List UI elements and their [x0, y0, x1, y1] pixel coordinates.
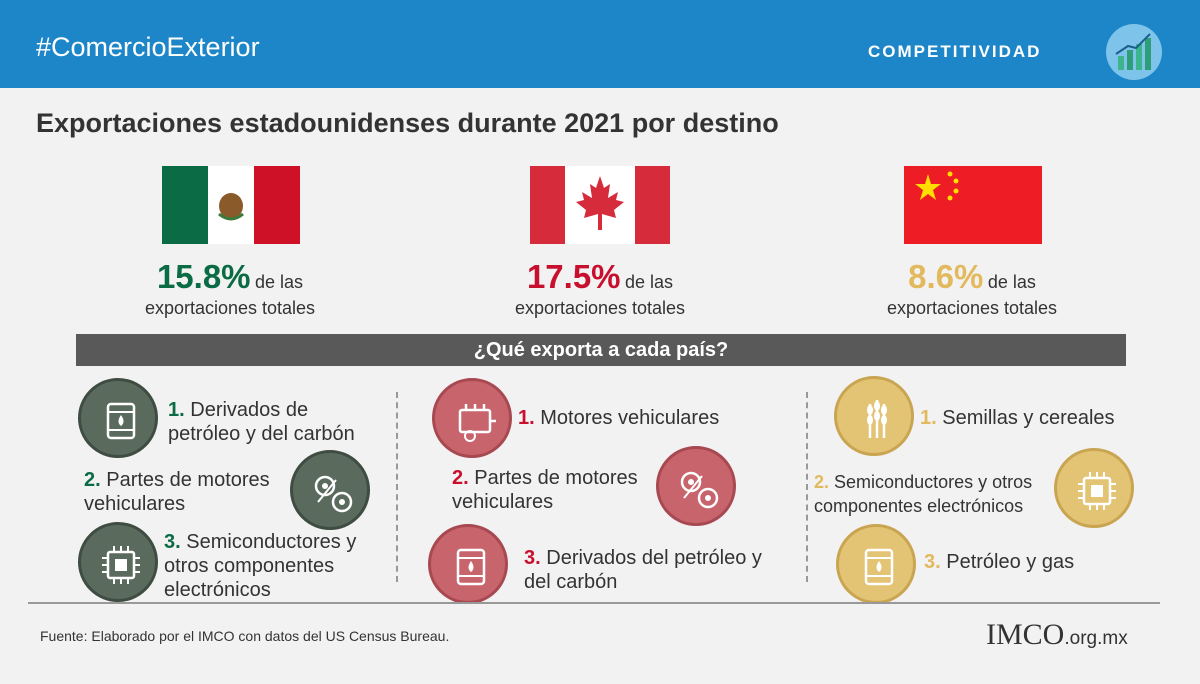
- mexico-item-3: 3. Semiconductores y otros componentes e…: [164, 531, 357, 601]
- oil-barrel-icon: [78, 378, 158, 458]
- gears-icon: [290, 450, 370, 530]
- mexico-percent-line2: exportaciones totales: [144, 298, 316, 318]
- wheat-icon: [834, 376, 914, 456]
- canada-percent-suffix: de las: [624, 272, 674, 292]
- chip-icon: [1054, 448, 1134, 528]
- mexico-percent: 15.8%: [156, 258, 251, 295]
- canada-percent-line2: exportaciones totales: [514, 298, 686, 318]
- china-percent-block: 8.6% de las exportaciones totales: [812, 258, 1132, 319]
- mexico-percent-suffix: de las: [254, 272, 304, 292]
- china-item-2: 2. Semiconductores y otros componentes e…: [814, 472, 1033, 516]
- china-percent-suffix: de las: [987, 272, 1036, 292]
- china-item-1: 1. Semillas y cereales: [920, 407, 1115, 429]
- question-banner: ¿Qué exporta a cada país?: [76, 334, 1126, 366]
- mexico-item-1: 1. Derivados de petróleo y del carbón: [168, 399, 355, 445]
- china-item-3: 3. Petróleo y gas: [924, 551, 1075, 573]
- canada-percent: 17.5%: [526, 258, 621, 295]
- section-label: COMPETITIVIDAD: [868, 42, 1042, 61]
- chip-icon: [78, 522, 158, 602]
- china-percent: 8.6%: [908, 258, 984, 295]
- page-title: Exportaciones estadounidenses durante 20…: [36, 108, 779, 138]
- imco-logo[interactable]: IMCO.org.mx: [986, 618, 1128, 651]
- source-note: Fuente: Elaborado por el IMCO con datos …: [40, 628, 450, 644]
- mexico-flag-icon: [162, 166, 300, 244]
- canada-item-2: 2. Partes de motores vehiculares: [452, 467, 638, 513]
- mexico-item-2: 2. Partes de motores vehiculares: [84, 469, 270, 515]
- canada-flag-icon: [530, 166, 670, 244]
- canada-item-3: 3. Derivados del petróleo y del carbón: [524, 547, 762, 593]
- oil-barrel-icon: [836, 524, 916, 604]
- hashtag: #ComercioExterior: [36, 32, 260, 62]
- column-divider: [396, 392, 398, 582]
- china-percent-line2: exportaciones totales: [886, 298, 1058, 318]
- column-divider: [806, 392, 808, 582]
- china-flag-icon: [904, 166, 1042, 244]
- mexico-percent-block: 15.8% de las exportaciones totales: [70, 258, 390, 319]
- header-bar: #ComercioExterior COMPETITIVIDAD: [0, 0, 1200, 88]
- engine-icon: [432, 378, 512, 458]
- oil-barrel-icon: [428, 524, 508, 604]
- canada-item-1: 1. Motores vehiculares: [518, 407, 720, 429]
- gears-icon: [656, 446, 736, 526]
- bar-chart-logo-icon: [1106, 24, 1162, 80]
- footer-divider: [28, 602, 1160, 604]
- canada-percent-block: 17.5% de las exportaciones totales: [440, 258, 760, 319]
